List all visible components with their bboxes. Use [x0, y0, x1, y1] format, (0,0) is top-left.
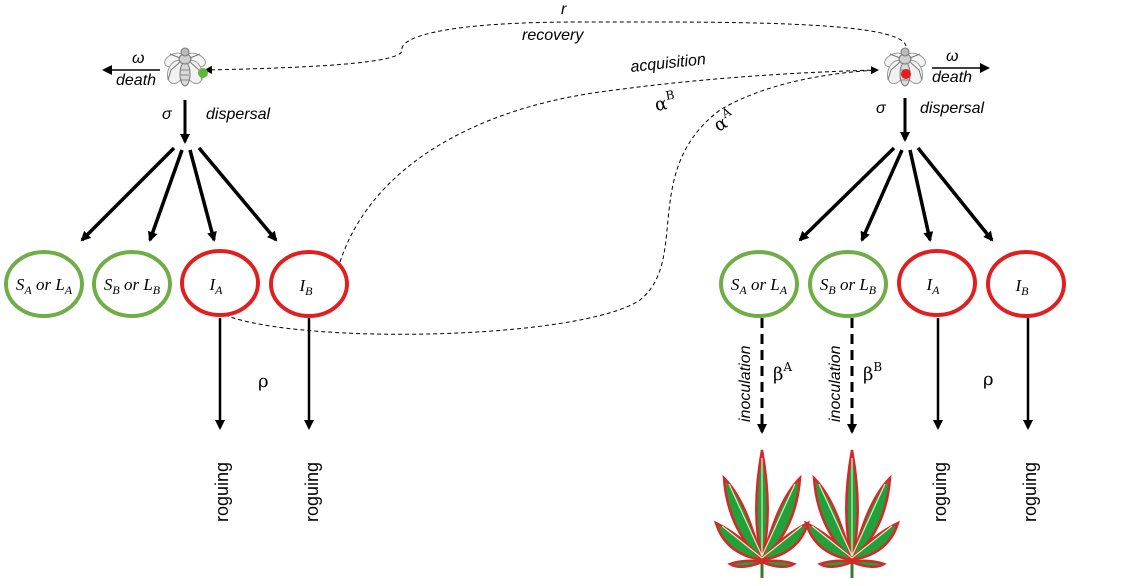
infective-dot-icon: [901, 69, 911, 79]
left-dispersal-branch: [197, 146, 278, 242]
right-death-symbol: ω: [946, 48, 958, 65]
cannabis-leaf-icon: [714, 448, 810, 580]
acquisition-curve-b: [339, 66, 879, 263]
alpha-a-label: αA: [709, 104, 739, 136]
left-node-ib: [269, 250, 349, 318]
left-node-sb-lb: [92, 250, 172, 318]
fly-icon: [881, 47, 929, 87]
left-rho-symbol: ρ: [258, 371, 269, 392]
beta-a-label: βA: [773, 360, 792, 385]
right-dispersal-branch: [798, 146, 896, 242]
right-node-ib-label: IB: [1014, 276, 1029, 298]
right-node-ia: [897, 249, 977, 317]
left-dispersal-branch: [80, 146, 176, 242]
cannabis-leaf-icon: [804, 448, 900, 580]
recovery-curve: [204, 21, 907, 74]
uninfective-dot-icon: [198, 68, 208, 78]
left-death-label: death: [116, 72, 156, 89]
right-roguing-label: roguing: [1020, 462, 1040, 522]
right-rho-symbol: ρ: [983, 369, 994, 390]
left-node-ib-label: IB: [298, 276, 313, 298]
beta-b-label: βB: [863, 360, 882, 385]
right-dispersal-branch: [908, 149, 934, 242]
right-node-sa-la-label: SA or LA: [731, 275, 788, 297]
left-node-ia: [180, 249, 260, 317]
left-node-ia-label: IA: [208, 275, 223, 297]
right-roguing-label: roguing: [930, 462, 950, 522]
inoculation-label: inoculation: [737, 345, 754, 422]
left-node-sa-la-label: SA or LA: [16, 275, 73, 297]
left-dispersal-branch: [188, 149, 217, 242]
right-death-label: death: [932, 69, 972, 86]
right-node-sb-lb: [808, 250, 888, 318]
right-dispersal-branch: [916, 146, 994, 242]
right-dispersal-branch: [860, 149, 904, 242]
right-node-ia-label: IA: [925, 275, 940, 297]
alpha-b-label: αB: [653, 88, 678, 116]
right-node-sa-la: [719, 250, 799, 318]
inoculation-label: inoculation: [827, 345, 844, 422]
acquisition-label: acquisition: [630, 51, 707, 76]
left-node-sb-lb-label: SB or LB: [104, 275, 161, 297]
left-death-symbol: ω: [132, 50, 144, 67]
left-roguing-label: roguing: [212, 462, 232, 522]
left-roguing-label: roguing: [302, 462, 322, 522]
recovery-symbol: r: [561, 1, 567, 18]
right-node-ib: [986, 250, 1066, 318]
left-node-sa-la: [4, 250, 84, 318]
right-dispersal-symbol: σ: [876, 100, 887, 117]
acquisition-curve-a: [224, 69, 879, 335]
right-dispersal-label: dispersal: [920, 100, 984, 117]
recovery-label: recovery: [522, 27, 584, 44]
right-node-sb-lb-label: SB or LB: [820, 275, 877, 297]
fly-icon: [161, 47, 209, 87]
left-dispersal-symbol: σ: [162, 106, 173, 123]
left-dispersal-branch: [147, 149, 184, 242]
left-dispersal-label: dispersal: [206, 106, 270, 123]
